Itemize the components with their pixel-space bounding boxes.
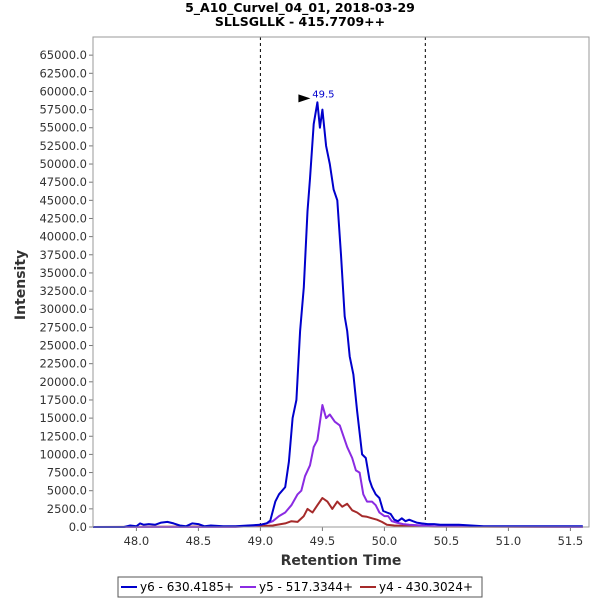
y-tick-label: 12500.0: [39, 429, 87, 443]
y-tick-label: 10000.0: [39, 447, 87, 461]
y-tick-label: 17500.0: [39, 393, 87, 407]
x-axis-ticks: 48.0 48.5 49.0 49.5 50.0 50.5 51.0 51.5: [124, 527, 584, 548]
y-tick-label: 52500.0: [39, 139, 87, 153]
x-tick-label: 49.0: [248, 534, 274, 548]
series-line-y4: [92, 497, 583, 528]
legend-frame: [117, 576, 483, 598]
chart-title: 5_A10_Curvel_04_01, 2018-03-29: [185, 0, 415, 15]
y-tick-label: 35000.0: [39, 266, 87, 280]
y-tick-label: 25000.0: [39, 339, 87, 353]
legend-entry: y6 - 630.4185+: [140, 580, 234, 594]
y-axis-title: Intensity: [13, 250, 29, 320]
peak-marker-arrow: [298, 94, 311, 103]
series-line-y5: [93, 404, 583, 528]
y-tick-label: 47500.0: [39, 175, 87, 189]
y-tick-label: 45000.0: [39, 193, 87, 207]
y-tick-label: 22500.0: [39, 357, 87, 371]
series-line-y6: [93, 101, 583, 528]
x-tick-label: 51.5: [558, 534, 584, 548]
y-tick-label: 30000.0: [39, 302, 87, 316]
x-tick-label: 48.5: [186, 534, 212, 548]
x-tick-label: 51.0: [496, 534, 522, 548]
legend-entry: y5 - 517.3344+: [259, 580, 353, 594]
y-tick-label: 42500.0: [39, 211, 87, 225]
y-tick-label: 0.0: [69, 520, 87, 534]
y-tick-label: 60000.0: [39, 84, 87, 98]
peak-label: 49.5: [312, 89, 334, 100]
y-tick-label: 65000.0: [39, 48, 87, 62]
chart-subtitle: SLLSGLLK - 415.7709++: [214, 14, 386, 29]
y-tick-label: 2500.0: [47, 502, 87, 516]
x-tick-label: 50.5: [434, 534, 460, 548]
peak-annotation-group: 49.5: [298, 89, 335, 103]
y-tick-label: 15000.0: [39, 411, 87, 425]
series-lines: [92, 101, 583, 528]
legend: y6 - 630.4185+ y5 - 517.3344+ y4 - 430.302…: [117, 576, 483, 598]
x-axis-title: Retention Time: [281, 553, 402, 569]
x-tick-label: 50.0: [372, 534, 398, 548]
y-tick-label: 32500.0: [39, 284, 87, 298]
x-tick-label: 48.0: [124, 534, 150, 548]
integration-bounds: [259, 37, 426, 527]
y-tick-label: 55000.0: [39, 121, 87, 135]
y-tick-label: 37500.0: [39, 248, 87, 262]
y-tick-label: 20000.0: [39, 375, 87, 389]
y-tick-label: 62500.0: [39, 66, 87, 80]
y-tick-label: 57500.0: [39, 103, 87, 117]
y-tick-label: 27500.0: [39, 320, 87, 334]
y-axis-ticks: 0.0 2500.0 5000.0 7500.0 10000.0 12500.0 15000…: [39, 48, 93, 534]
legend-entry: y4 - 430.3024+: [379, 580, 473, 594]
x-tick-label: 49.5: [310, 534, 336, 548]
y-tick-label: 50000.0: [39, 157, 87, 171]
y-tick-label: 7500.0: [47, 466, 87, 480]
y-tick-label: 40000.0: [39, 230, 87, 244]
y-tick-label: 5000.0: [47, 484, 87, 498]
plot-area-frame: [92, 36, 590, 528]
